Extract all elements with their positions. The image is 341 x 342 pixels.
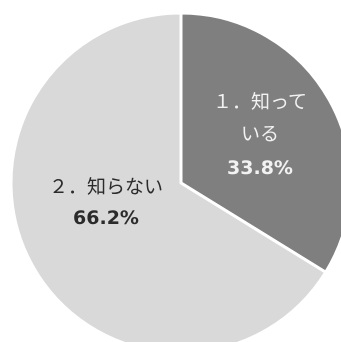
slice-label-unknown: ２．知らない 66.2% [49, 176, 163, 229]
slice-label-known-line-1: １．知って [213, 91, 307, 113]
slice-label-unknown-line-1: ２．知らない [49, 176, 163, 198]
slice-label-known-line-2: いる [241, 123, 279, 145]
slice-value-known: 33.8% [227, 157, 293, 179]
pie-slices [9, 11, 341, 342]
slice-value-unknown: 66.2% [73, 207, 139, 229]
pie-slice-unknown [9, 11, 328, 342]
slice-label-known: １．知って いる 33.8% [213, 91, 307, 179]
